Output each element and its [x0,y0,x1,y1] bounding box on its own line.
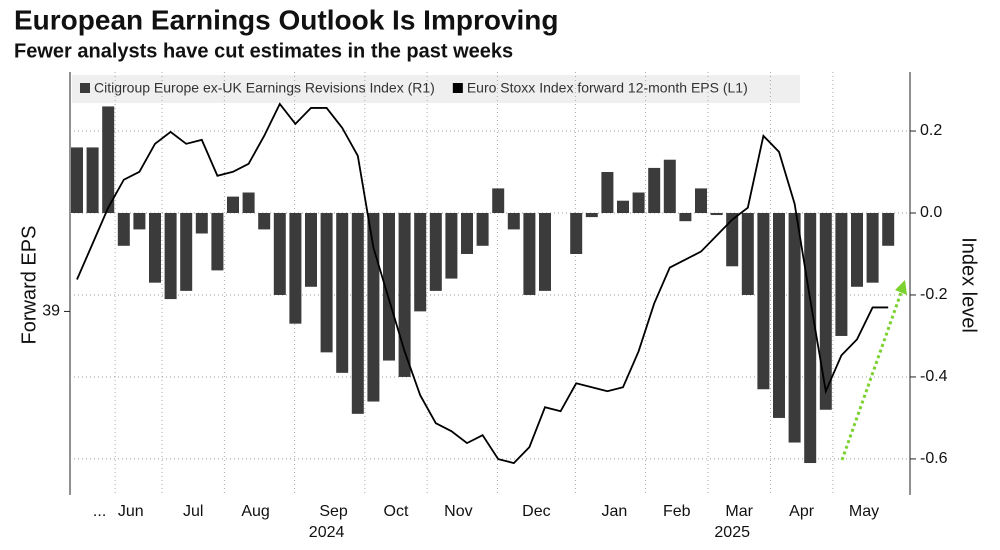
bar [788,213,801,443]
arrow-head [895,280,907,295]
bar [507,213,520,230]
y2-tick-label: -0.4 [920,368,948,385]
y-tick-label: 39 [42,303,60,320]
bar [851,213,863,287]
bar [570,213,583,254]
bar [695,188,707,213]
bar [258,213,271,230]
bar [195,213,208,234]
bar [476,213,489,246]
bar [648,167,661,213]
x-tick-label: Dec [522,503,550,520]
bar [336,213,349,373]
y2-tick-label: -0.6 [920,450,948,467]
bar [773,213,785,418]
bar [367,213,380,402]
legend-swatch [452,83,463,93]
bar [461,213,473,254]
x-tick-label: May [849,503,879,520]
bar [164,213,177,300]
x-tick-label: Jun [118,503,144,520]
annotation-arrow [840,289,904,461]
bar [804,213,817,464]
bar [149,213,161,283]
bar [414,213,427,312]
bar [726,213,739,267]
bar [617,200,629,213]
bar [757,213,770,390]
y2-tick-label: -0.2 [920,286,948,303]
bar [445,213,458,279]
bar [320,213,333,353]
y2-tick-label: 0.0 [920,204,942,221]
bar [539,213,551,291]
bar [835,213,848,336]
bar [117,213,130,246]
chart-subtitle: Fewer analysts have cut estimates in the… [14,40,513,62]
bar [351,213,364,414]
bar [227,196,239,213]
bar [585,213,598,218]
x-tick-label: Feb [663,503,691,520]
bar [632,192,645,213]
x-tick-label: Sep [319,503,348,520]
bar [819,213,832,410]
x-tick-label: Apr [789,503,815,520]
bar [102,106,115,213]
bar [523,213,536,295]
legend-label: Euro Stoxx Index forward 12-month EPS (L… [467,80,748,96]
x-tick-label: ... [93,503,106,520]
bar [601,172,614,213]
x-year-label: 2024 [309,524,345,541]
x-tick-label: Aug [241,503,269,520]
bar [882,213,895,246]
bar [741,213,754,295]
x-year-label: 2025 [714,524,750,541]
chart-title: European Earnings Outlook Is Improving [14,4,559,35]
bar [86,147,99,213]
y2-tick-label: 0.2 [920,122,942,139]
line [76,102,889,465]
legend-box [72,75,800,103]
legend-label: Citigroup Europe ex-UK Earnings Revision… [94,80,435,96]
x-tick-label: Jul [183,503,203,520]
legend-swatch [80,83,90,93]
bar [211,213,224,271]
y-axis-label: Forward EPS [18,226,40,345]
bar [383,213,395,361]
x-tick-label: Nov [444,503,472,520]
bar [289,213,302,324]
bar [710,213,723,216]
bar [180,213,193,291]
bar [71,147,83,213]
bar [429,213,442,291]
x-tick-label: Oct [384,503,409,520]
bar [866,213,879,283]
bar [679,213,692,222]
bar [398,213,411,377]
x-tick-label: Mar [725,503,753,520]
bar [305,213,317,287]
x-tick-label: Jan [602,503,628,520]
plot-area [70,72,910,495]
bar [242,192,255,213]
bar [133,213,146,230]
bar [663,159,676,213]
y2-axis-label: Index level [958,237,980,333]
bar [273,213,286,295]
bar [492,188,505,213]
